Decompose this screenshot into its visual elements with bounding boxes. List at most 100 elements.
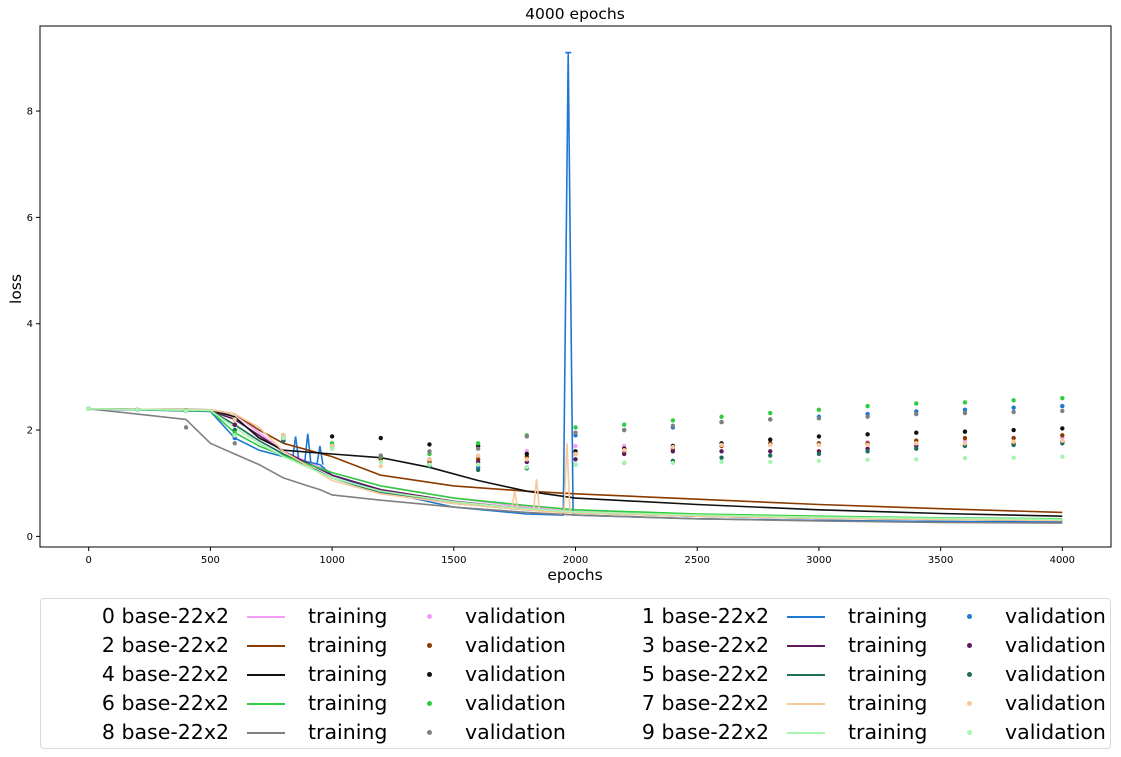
validation-point-8 bbox=[573, 430, 578, 435]
legend-line-swatch bbox=[787, 616, 825, 618]
validation-point-4 bbox=[768, 437, 773, 442]
legend-validation-label: validation bbox=[1005, 633, 1106, 657]
validation-point-4 bbox=[865, 432, 870, 437]
validation-point-4 bbox=[1011, 427, 1016, 433]
legend-series-name: 4 base-22x2 bbox=[101, 662, 229, 686]
validation-point-5 bbox=[768, 453, 773, 458]
x-tick-label: 1000 bbox=[319, 555, 344, 566]
validation-point-3 bbox=[719, 449, 724, 454]
validation-point-7 bbox=[621, 448, 627, 453]
validation-point-5 bbox=[816, 451, 822, 457]
validation-point-9 bbox=[86, 406, 91, 411]
legend-series-name: 6 base-22x2 bbox=[101, 691, 229, 715]
validation-point-4 bbox=[816, 434, 822, 439]
validation-point-9 bbox=[1060, 454, 1065, 459]
legend-training-label: training bbox=[308, 662, 388, 686]
legend-training-label: training bbox=[848, 604, 928, 628]
validation-point-6 bbox=[768, 410, 773, 416]
legend-validation-label: validation bbox=[1005, 604, 1106, 628]
training-spike-1 bbox=[316, 445, 324, 465]
legend-series-name: 2 base-22x2 bbox=[101, 633, 229, 657]
validation-point-8 bbox=[232, 441, 237, 446]
training-line-6 bbox=[88, 408, 1063, 520]
legend-validation-label: validation bbox=[1005, 662, 1106, 686]
legend-dot-swatch bbox=[427, 643, 432, 648]
legend-training-label: training bbox=[848, 662, 928, 686]
validation-point-9 bbox=[719, 459, 724, 465]
x-tick-label: 500 bbox=[201, 555, 220, 566]
legend-training-label: training bbox=[308, 633, 388, 657]
x-tick-label: 1500 bbox=[441, 555, 466, 566]
legend-series-name: 0 base-22x2 bbox=[101, 604, 229, 628]
training-line-9 bbox=[88, 408, 1063, 521]
validation-point-7 bbox=[475, 453, 481, 458]
legend-dot-swatch bbox=[967, 614, 972, 619]
loss-chart: 0 500 1000 1500 2000 2500 3000 3500 4000 0 2 4 6 8 40… bbox=[7, 5, 1112, 584]
legend-series-name: 9 base-22x2 bbox=[641, 720, 769, 744]
validation-point-8 bbox=[378, 453, 383, 458]
validation-point-6 bbox=[962, 400, 968, 405]
validation-point-6 bbox=[670, 418, 676, 423]
legend-entry: 9 base-22x2 training validation bbox=[581, 718, 1111, 747]
validation-point-9 bbox=[768, 459, 773, 465]
x-tick-label: 2500 bbox=[684, 555, 709, 566]
legend-validation-label: validation bbox=[465, 604, 566, 628]
validation-point-6 bbox=[1011, 398, 1016, 403]
legend-entry: 0 base-22x2 training validation bbox=[41, 602, 571, 631]
validation-point-2 bbox=[1011, 435, 1016, 441]
validation-point-3 bbox=[573, 457, 578, 462]
validation-point-5 bbox=[475, 467, 481, 473]
validation-point-9 bbox=[816, 458, 822, 464]
validation-point-8 bbox=[914, 411, 919, 417]
training-spike-7 bbox=[510, 491, 519, 509]
validation-point-7 bbox=[962, 441, 968, 446]
legend-series-name: 1 base-22x2 bbox=[641, 604, 769, 628]
legend-line-swatch bbox=[787, 645, 825, 647]
validation-point-1 bbox=[1060, 403, 1065, 409]
legend-dot-swatch bbox=[427, 614, 432, 619]
axes-frame bbox=[39, 25, 1112, 548]
validation-point-8 bbox=[719, 419, 724, 425]
validation-point-1 bbox=[962, 407, 968, 413]
validation-point-6 bbox=[865, 403, 870, 409]
validation-point-7 bbox=[573, 451, 578, 457]
validation-point-9 bbox=[914, 457, 919, 462]
validation-point-9 bbox=[962, 456, 968, 461]
legend-entry: 2 base-22x2 training validation bbox=[41, 631, 571, 660]
legend-series-name: 5 base-22x2 bbox=[641, 662, 769, 686]
legend-dot-swatch bbox=[967, 730, 972, 735]
legend-line-swatch bbox=[787, 674, 825, 676]
legend-dot-swatch bbox=[427, 701, 432, 706]
validation-point-3 bbox=[232, 422, 237, 427]
validation-point-0 bbox=[573, 443, 578, 449]
validation-point-7 bbox=[427, 457, 432, 462]
legend-entry: 1 base-22x2 training validation bbox=[581, 602, 1111, 631]
legend-dot-swatch bbox=[967, 672, 972, 677]
validation-point-6 bbox=[475, 441, 481, 446]
legend-validation-label: validation bbox=[465, 691, 566, 715]
validation-point-8 bbox=[524, 434, 530, 439]
validation-point-7 bbox=[816, 442, 822, 448]
validation-point-3 bbox=[670, 449, 676, 454]
legend-training-label: training bbox=[308, 604, 388, 628]
training-spike-1 bbox=[303, 433, 312, 463]
legend-validation-label: validation bbox=[1005, 720, 1106, 744]
validation-point-7 bbox=[1060, 438, 1065, 443]
validation-point-9 bbox=[378, 459, 383, 465]
training-spike-7 bbox=[563, 443, 571, 513]
legend-training-label: training bbox=[308, 691, 388, 715]
validation-point-5 bbox=[719, 455, 724, 460]
x-tick-label: 3000 bbox=[806, 555, 831, 566]
legend-training-label: training bbox=[848, 633, 928, 657]
validation-point-9 bbox=[232, 433, 237, 438]
legend-validation-label: validation bbox=[465, 633, 566, 657]
y-axis-label: loss bbox=[7, 274, 25, 304]
validation-point-6 bbox=[719, 414, 724, 419]
validation-point-8 bbox=[816, 416, 822, 421]
legend-series-name: 3 base-22x2 bbox=[641, 633, 769, 657]
validation-point-8 bbox=[670, 423, 676, 428]
validation-point-7 bbox=[719, 442, 724, 448]
validation-point-9 bbox=[621, 460, 627, 466]
x-tick-label: 4000 bbox=[1050, 555, 1075, 566]
legend-line-swatch bbox=[247, 703, 285, 705]
